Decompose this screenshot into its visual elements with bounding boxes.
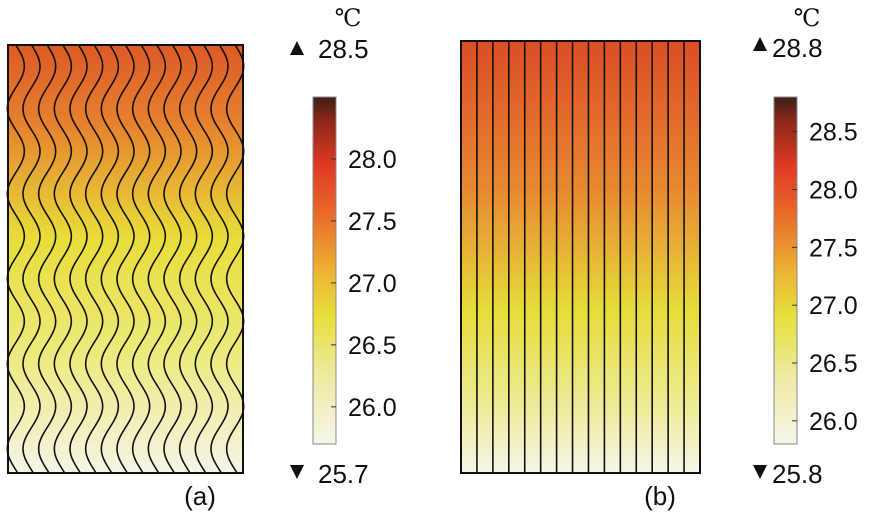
wavy-channel [116,44,135,474]
colorbar-min-label-a: 25.7 [318,459,369,489]
colorbar-tick-label: 27.0 [809,292,858,320]
wavy-channel [178,44,198,474]
colorbar-tick-label: 28.0 [809,177,858,205]
colorbar-max-label-b: 28.8 [772,33,823,63]
wavy-channel [53,44,73,474]
panel-caption-b: (b) [644,481,676,511]
colorbar-tick-label: 26.0 [809,408,858,436]
wavy-channel [194,44,214,474]
domain-border-a [7,44,244,474]
domain-border-b [460,40,701,474]
wavy-channel [100,44,120,474]
colorbar-unit-a: ℃ [335,4,362,32]
wavy-channel [131,44,151,474]
wavy-channels-a [6,44,245,474]
colorbar-tick-label: 26.0 [348,394,397,422]
colorbar-tick-label: 28.5 [809,119,858,147]
wavy-channel [22,44,41,474]
temperature-field-b [461,41,700,473]
colorbar-min-label-b: 25.8 [772,459,823,489]
colorbar-ticks-a: 28.0 27.5 27.0 26.5 26.0 [331,146,397,422]
colorbar-gradient-b [773,96,798,445]
colorbar-tick-label: 28.0 [348,146,397,174]
triangle-up-icon [290,41,304,55]
colorbar-unit-b: ℃ [794,4,821,32]
wavy-channel [163,44,182,474]
wavy-channel [37,44,57,474]
triangle-up-icon [753,37,767,51]
colorbar-tick-label: 26.5 [809,350,858,378]
wavy-channel [84,44,104,474]
colorbar-b: ℃ 28.8 28.5 28.0 27.5 27.0 26.5 26.0 25.8 [753,4,858,489]
colorbar-tick-label: 27.0 [348,270,397,298]
triangle-down-icon [753,465,767,479]
colorbar-ticks-b: 28.5 28.0 27.5 27.0 26.5 26.0 [792,119,858,436]
panel-b: (b) [460,40,701,511]
wavy-channel [210,44,229,474]
wavy-channel [69,44,88,474]
triangle-down-icon [290,465,304,479]
wavy-channel [147,44,167,474]
colorbar-a: ℃ 28.5 28.0 27.5 27.0 26.5 26.0 25.7 [290,4,397,489]
panel-caption-a: (a) [184,481,216,511]
colorbar-tick-label: 27.5 [348,208,397,236]
colorbar-tick-label: 26.5 [348,332,397,360]
colorbar-gradient-a [312,96,337,445]
straight-channels-b [476,41,685,473]
colorbar-tick-label: 27.5 [809,234,858,262]
panel-a: (a) [6,44,245,511]
colorbar-max-label-a: 28.5 [318,34,369,64]
